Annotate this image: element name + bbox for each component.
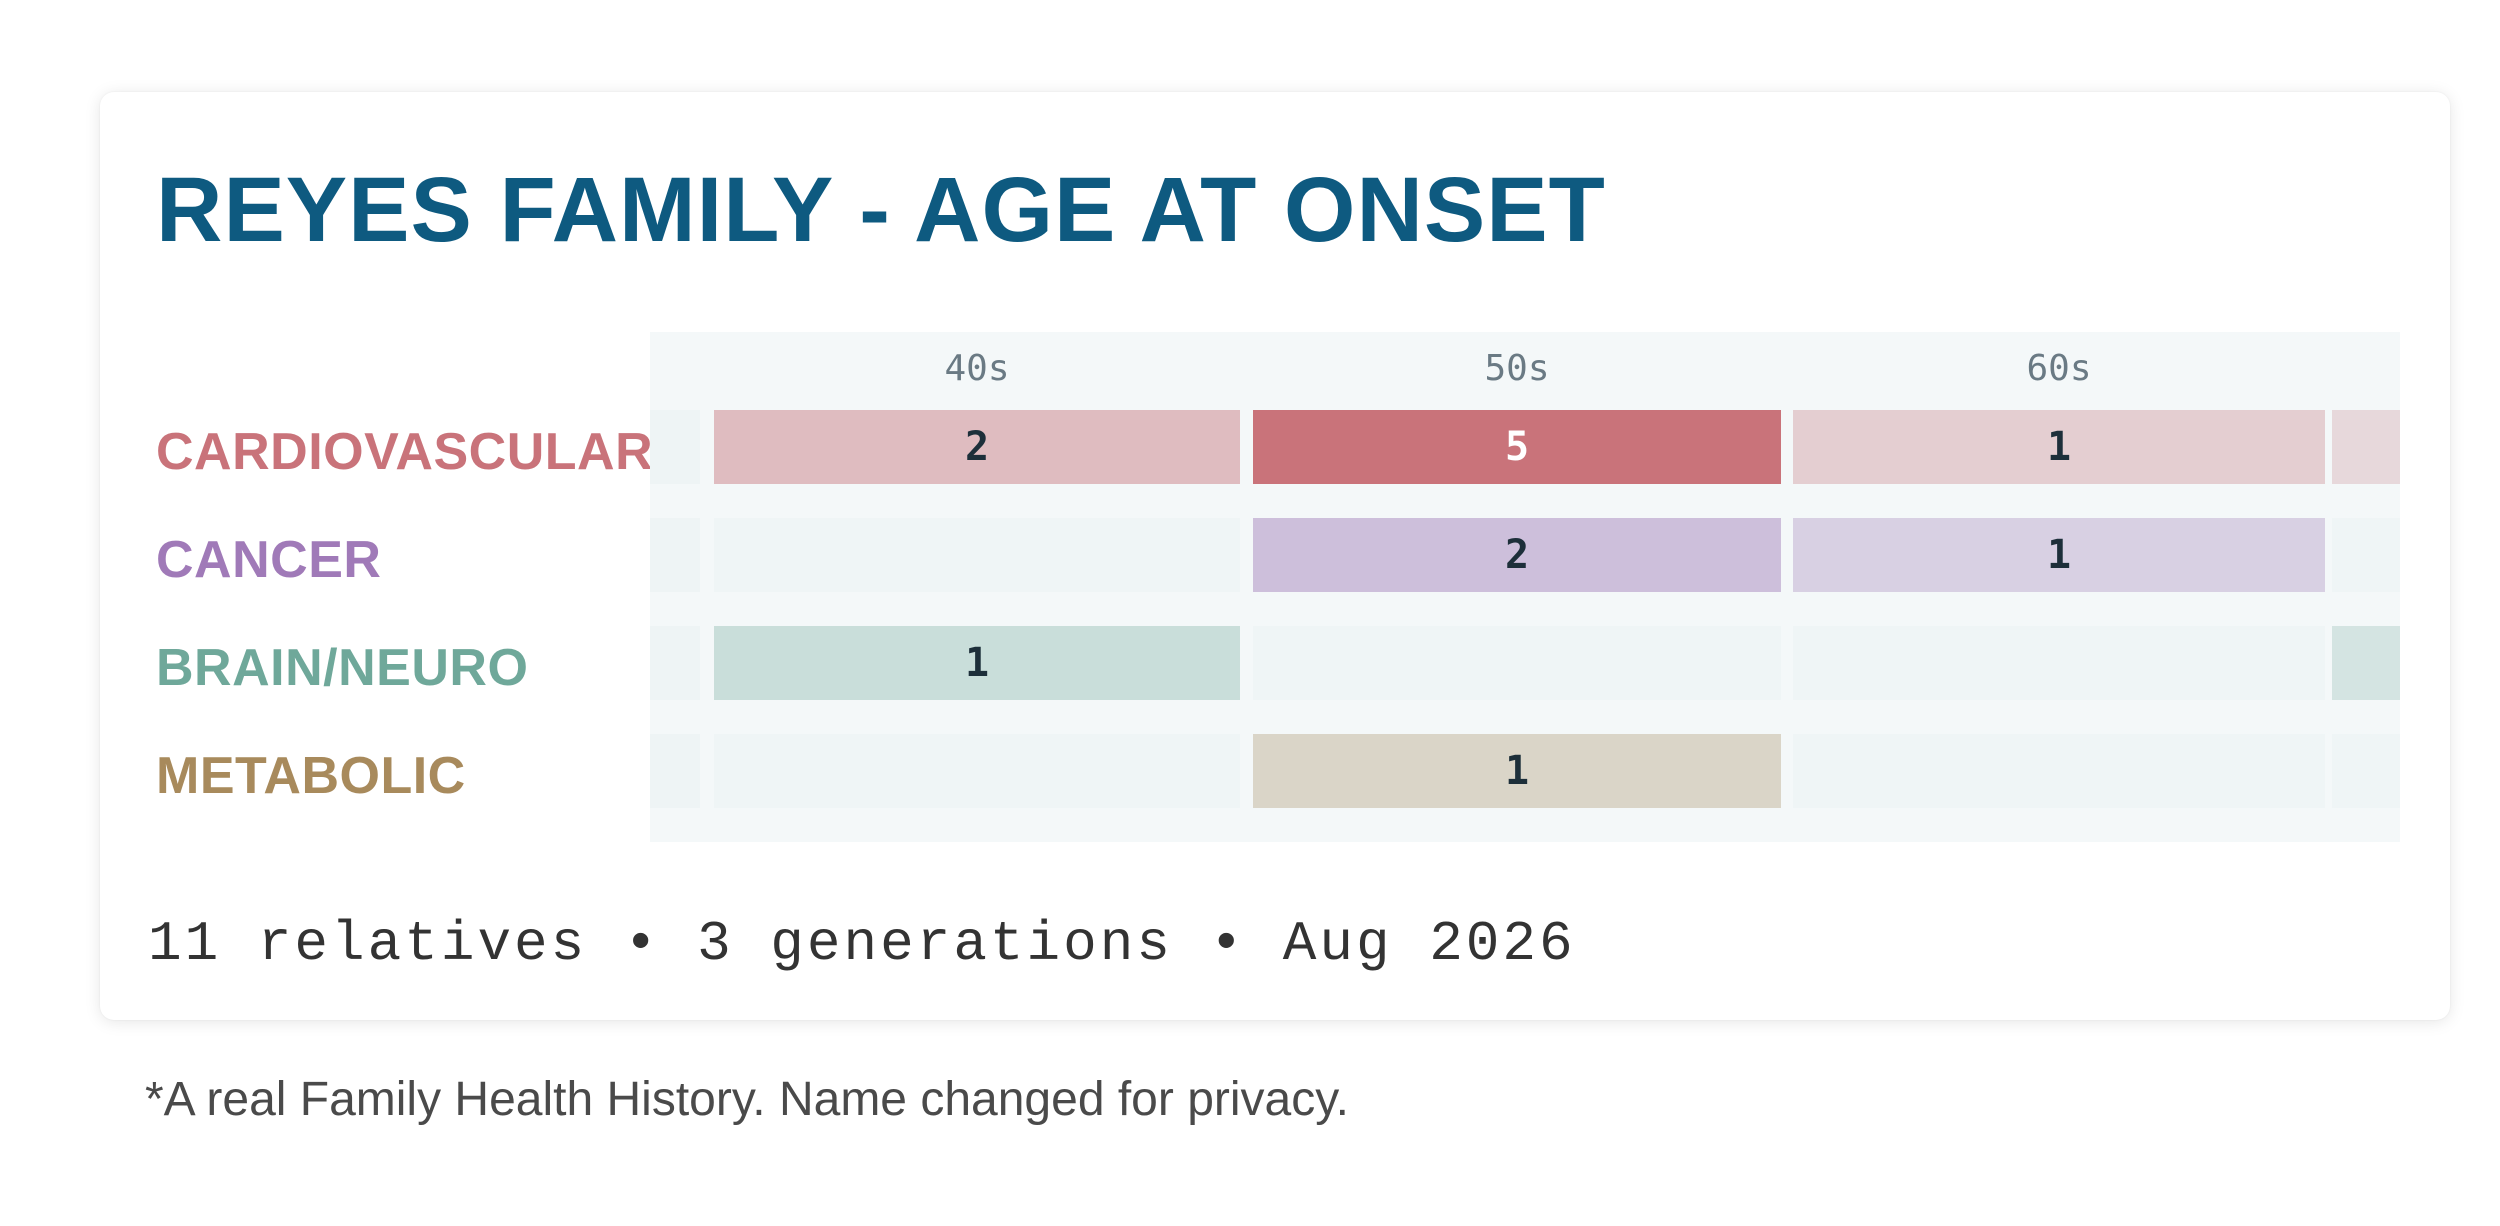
heatmap-cell [1793,626,2325,700]
heatmap-cell: 1 [1253,734,1781,808]
row-gutter [650,734,700,808]
heatmap-cell [2332,518,2400,592]
column-label-60s: 60s [2026,347,2092,389]
row-gutter [650,410,700,484]
heatmap-cell [1253,626,1781,700]
heatmap-cell: 1 [714,626,1240,700]
heatmap-cell [2332,410,2400,484]
row-gutter [650,518,700,592]
heatmap-cell: 2 [1253,518,1781,592]
heatmap-cell: 5 [1253,410,1781,484]
chart-card: REYES FAMILY - AGE AT ONSET CARDIOVASCUL… [100,92,2450,1020]
heatmap-cell: 2 [714,410,1240,484]
heatmap-cell: 1 [1793,518,2325,592]
chart-title: REYES FAMILY - AGE AT ONSET [156,159,1606,261]
column-label-50s: 50s [1484,347,1550,389]
summary-footer: 11 relatives • 3 generations • Aug 2026 [148,912,1576,976]
row-label-brain-neuro: BRAIN/NEURO [156,639,529,697]
heatmap-cell [714,734,1240,808]
row-gutter [650,626,700,700]
heatmap-cell [2332,626,2400,700]
heatmap-cell [1793,734,2325,808]
row-label-cardiovascular: CARDIOVASCULAR [156,423,654,481]
heatmap-cell [714,518,1240,592]
heatmap-cell [2332,734,2400,808]
column-label-40s: 40s [944,347,1010,389]
row-label-metabolic: METABOLIC [156,747,466,805]
heatmap-cell: 1 [1793,410,2325,484]
privacy-note: *A real Family Health History. Name chan… [145,1073,1350,1126]
heatmap-grid: 40s 50s 60s 2 5 1 2 1 1 1 [650,332,2400,842]
row-label-cancer: CANCER [156,531,382,589]
